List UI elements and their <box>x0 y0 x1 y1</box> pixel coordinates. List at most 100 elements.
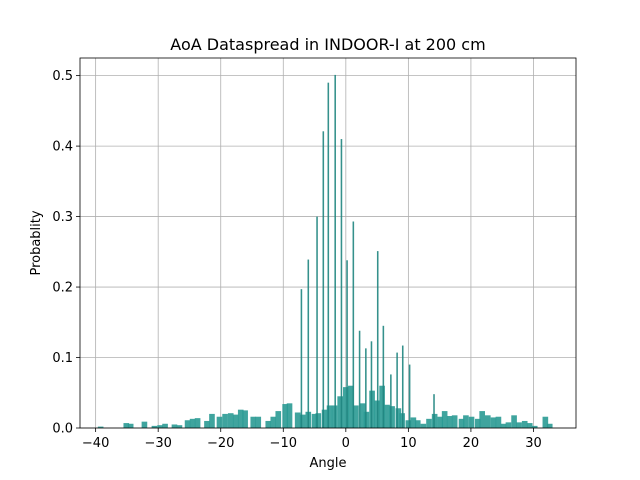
histogram-bar <box>237 409 244 428</box>
histogram-bar <box>322 131 325 429</box>
histogram-bar <box>343 387 349 428</box>
x-tick-label: −30 <box>144 436 171 451</box>
histogram-bar <box>408 364 411 428</box>
chart-title: AoA Dataspread in INDOOR-I at 200 cm <box>170 35 485 54</box>
histogram-bar <box>433 394 435 428</box>
y-axis-ticks: 0.0 0.1 0.2 0.3 0.4 0.5 <box>52 69 80 437</box>
histogram-bar <box>189 418 196 428</box>
bars <box>97 74 553 429</box>
histogram-bar <box>365 348 367 428</box>
histogram-bar <box>307 259 310 428</box>
histogram-bar <box>209 413 215 428</box>
histogram-bar <box>97 426 104 428</box>
histogram-bar <box>484 415 491 428</box>
histogram-bar <box>446 416 453 428</box>
histogram-bar <box>176 425 183 428</box>
histogram-bar <box>315 413 322 428</box>
histogram-bar <box>300 289 303 428</box>
x-axis-ticks: −40 −30 −20 −10 0 10 20 30 <box>82 428 542 451</box>
histogram-bar <box>358 330 361 428</box>
x-tick-label: 0 <box>342 436 350 451</box>
histogram-bar <box>359 403 366 428</box>
histogram-bar <box>123 423 130 428</box>
x-tick-label: −10 <box>270 436 297 451</box>
histogram-bar <box>495 416 502 428</box>
histogram-bar <box>396 352 398 428</box>
histogram-bar <box>376 251 379 428</box>
histogram-bar <box>526 423 533 428</box>
x-tick-label: 20 <box>463 436 480 451</box>
histogram-bar <box>441 411 448 428</box>
histogram-bar <box>227 413 234 428</box>
histogram-bar <box>370 341 373 428</box>
histogram-bar <box>275 411 282 428</box>
x-axis-label: Angle <box>310 456 347 471</box>
histogram-bar <box>311 413 318 428</box>
histogram-bar <box>265 420 272 428</box>
histogram-bar <box>184 420 191 428</box>
histogram-bar <box>270 416 277 428</box>
histogram-bar <box>479 411 485 428</box>
histogram-bar <box>458 418 465 428</box>
histogram-bar <box>490 417 497 428</box>
y-tick-label: 0.5 <box>52 69 73 84</box>
histogram-bar <box>390 374 392 428</box>
histogram-bar <box>242 410 248 428</box>
histogram-bar <box>326 405 333 428</box>
histogram-bar <box>546 423 553 428</box>
histogram-bar <box>250 416 257 428</box>
histogram-bar <box>463 415 469 428</box>
histogram-bar <box>334 74 336 429</box>
histogram-bar <box>505 422 512 428</box>
histogram-bar <box>141 421 148 428</box>
x-tick-label: −40 <box>82 436 109 451</box>
plot-frame <box>79 57 577 429</box>
histogram-bar <box>420 423 427 428</box>
histogram-bar <box>474 418 481 428</box>
histogram-bar <box>321 409 328 428</box>
histogram-bar <box>346 260 348 428</box>
histogram-bar <box>127 423 134 428</box>
histogram-bar <box>401 345 404 428</box>
histogram-bar <box>500 423 507 428</box>
histogram-bar <box>294 412 301 428</box>
histogram-bar <box>348 385 354 428</box>
histogram-bar <box>232 414 239 428</box>
histogram-bar <box>379 385 385 428</box>
histogram-bar <box>353 405 359 428</box>
histogram-bar <box>542 416 549 428</box>
histogram-bar <box>521 420 528 428</box>
y-tick-label: 0.2 <box>52 281 73 296</box>
histogram-bar <box>511 415 517 428</box>
histogram-bar <box>157 425 163 428</box>
histogram-bar <box>337 396 344 428</box>
histogram-bar <box>426 418 432 428</box>
histogram-bar <box>437 416 444 428</box>
x-tick-label: 30 <box>525 436 542 451</box>
histogram-bar <box>384 404 390 428</box>
histogram-bar <box>327 82 330 429</box>
histogram-bar <box>255 416 262 428</box>
y-axis-label: Probablity <box>29 210 44 275</box>
histogram-bar <box>194 418 201 428</box>
histogram-bar <box>389 406 395 428</box>
histogram-bar <box>531 425 538 428</box>
x-tick-label: −20 <box>207 436 234 451</box>
histogram-bar <box>395 408 402 428</box>
histogram-bar <box>414 420 421 428</box>
y-tick-label: 0.0 <box>52 422 73 437</box>
histogram-bar <box>222 413 228 428</box>
y-tick-label: 0.1 <box>52 351 73 366</box>
histogram-bar <box>299 414 306 428</box>
x-tick-label: 10 <box>400 436 417 451</box>
histogram-bar <box>171 424 178 428</box>
histogram-bar <box>382 325 385 428</box>
histogram-bar <box>410 417 417 428</box>
histogram-bar <box>468 416 475 428</box>
histogram-bar <box>352 221 355 428</box>
histogram-bar <box>151 425 158 428</box>
histogram-bar <box>216 416 223 428</box>
histogram-bar <box>286 403 293 428</box>
y-tick-label: 0.3 <box>52 210 73 225</box>
